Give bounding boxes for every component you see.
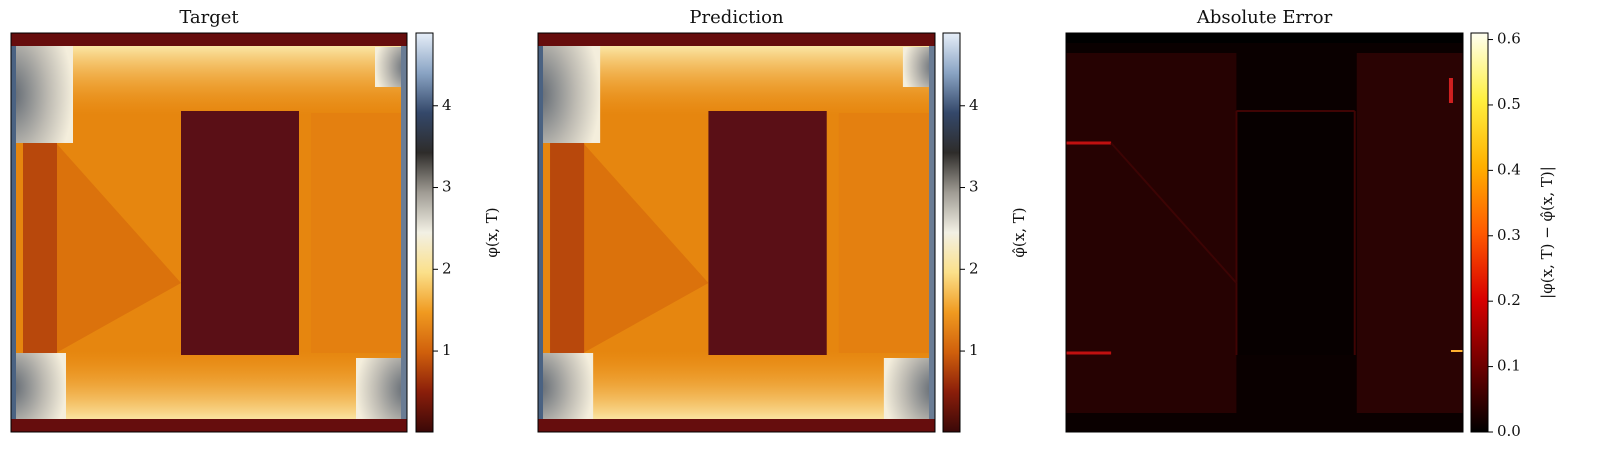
colorbar-tick-label: 0.5 (1497, 95, 1521, 113)
panel-title: Prediction (689, 7, 784, 28)
colorbar-tick-label: 0.2 (1497, 291, 1521, 309)
colorbar-tick-label: 2 (442, 259, 452, 277)
colorbar-tick-label: 0.1 (1497, 357, 1521, 375)
colorbar-tick-label: 3 (442, 178, 452, 196)
axes-frame (10, 32, 408, 433)
colorbar-tick-label: 0.3 (1497, 226, 1521, 244)
heatmap-image (538, 33, 935, 432)
colorbar (1470, 32, 1489, 433)
colorbar-label: φ(x, T) (483, 207, 501, 257)
colorbar-tick-label: 2 (969, 259, 979, 277)
axes-frame (1065, 32, 1464, 433)
panel-title: Target (179, 7, 239, 28)
colorbar-tick-label: 3 (969, 178, 979, 196)
colorbar-tick-label: 1 (969, 341, 979, 359)
panel-title: Absolute Error (1196, 7, 1333, 28)
heatmap-image (11, 33, 407, 432)
colorbar (415, 32, 434, 433)
colorbar-tick-label: 0.4 (1497, 160, 1521, 178)
colorbar-tick-label: 0.0 (1497, 422, 1521, 440)
colorbar-tick-label: 0.6 (1497, 30, 1521, 48)
axes-frame (537, 32, 936, 433)
colorbar-label: |φ(x, T) − φ̂(x, T)| (1538, 166, 1556, 299)
colorbar (942, 32, 961, 433)
colorbar-label: φ̂(x, T) (1010, 207, 1028, 257)
colorbar-tick-label: 4 (969, 96, 979, 114)
colorbar-tick-label: 4 (442, 96, 452, 114)
colorbar-tick-label: 1 (442, 341, 452, 359)
heatmap-image (1066, 33, 1463, 432)
